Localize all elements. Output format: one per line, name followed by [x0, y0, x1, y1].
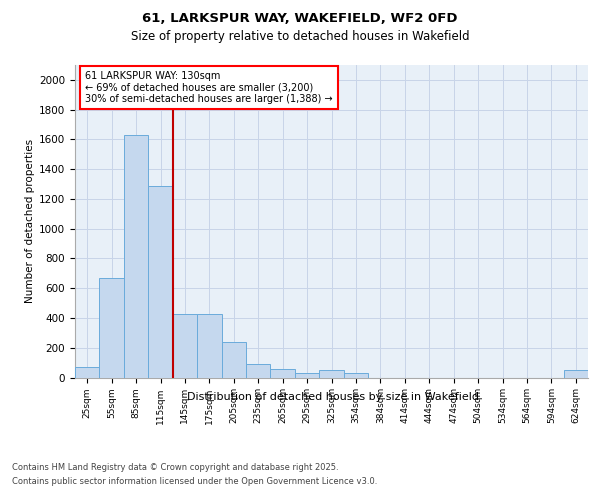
Bar: [100, 278, 124, 378]
Bar: [246, 364, 271, 378]
Bar: [295, 373, 319, 378]
Bar: [173, 314, 197, 378]
Bar: [344, 373, 368, 378]
Text: 61 LARKSPUR WAY: 130sqm
← 69% of detached houses are smaller (3,200)
30% of semi: 61 LARKSPUR WAY: 130sqm ← 69% of detache…: [85, 71, 333, 104]
Text: Distribution of detached houses by size in Wakefield: Distribution of detached houses by size …: [187, 392, 479, 402]
Text: Size of property relative to detached houses in Wakefield: Size of property relative to detached ho…: [131, 30, 469, 43]
Y-axis label: Number of detached properties: Number of detached properties: [25, 139, 35, 304]
Bar: [75, 367, 100, 378]
Bar: [319, 370, 344, 378]
Text: Contains HM Land Registry data © Crown copyright and database right 2025.: Contains HM Land Registry data © Crown c…: [12, 462, 338, 471]
Bar: [271, 368, 295, 378]
Bar: [563, 370, 588, 378]
Bar: [221, 342, 246, 378]
Text: Contains public sector information licensed under the Open Government Licence v3: Contains public sector information licen…: [12, 478, 377, 486]
Bar: [197, 314, 221, 378]
Bar: [148, 186, 173, 378]
Bar: [124, 135, 148, 378]
Text: 61, LARKSPUR WAY, WAKEFIELD, WF2 0FD: 61, LARKSPUR WAY, WAKEFIELD, WF2 0FD: [142, 12, 458, 26]
